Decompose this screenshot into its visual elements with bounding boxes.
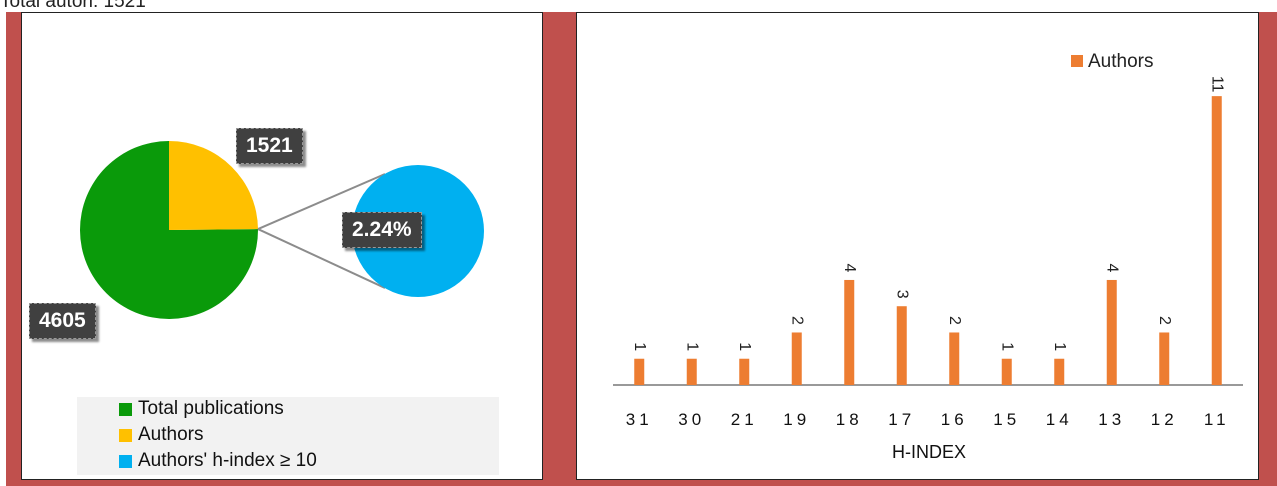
legend-swatch-yellow xyxy=(119,428,132,442)
bar-h-index-18 xyxy=(844,279,855,385)
data-label-h-index-15: 1 xyxy=(998,342,1015,351)
x-tick-label-16: 16 xyxy=(941,410,968,429)
data-label-h-index-14: 1 xyxy=(1051,342,1068,351)
bar-h-index-13 xyxy=(1106,279,1117,385)
legend-label-total-publications: Total publications xyxy=(138,398,284,419)
legend-item-total-publications: Total publications xyxy=(119,397,284,421)
x-tick-label-12: 12 xyxy=(1151,410,1178,429)
data-label-h-index-18: 4 xyxy=(841,264,858,273)
legend-item-authors: Authors xyxy=(119,423,203,447)
bar-h-index-19 xyxy=(791,332,802,385)
bar-h-index-30 xyxy=(686,358,697,385)
pie-slice-total-publications xyxy=(80,141,258,320)
data-label-h-index-12: 2 xyxy=(1156,316,1173,325)
data-label-h-index-11: 11 xyxy=(1208,76,1225,93)
data-label-h-index-13: 4 xyxy=(1103,264,1120,273)
connector-line-bottom xyxy=(257,228,386,289)
bar-h-index-21 xyxy=(739,358,750,385)
legend-item-h-index: Authors' h-index ≥ 10 xyxy=(119,449,317,473)
legend-label-h-index: Authors' h-index ≥ 10 xyxy=(138,450,317,471)
data-label-h-index-31: 1 xyxy=(631,342,648,351)
legend-label-authors-series: Authors xyxy=(1088,51,1153,72)
x-tick-label-21: 21 xyxy=(731,410,758,429)
data-label-total: 4605 xyxy=(29,303,96,339)
x-tick-label-15: 15 xyxy=(993,410,1020,429)
bar-h-index-31 xyxy=(634,358,645,385)
bar-chart-panel: Authors H-INDEX 1 31 1 30 1 21 2 19 4 18 3 17 2 16 1 15… xyxy=(576,12,1259,480)
pie-chart-panel: 1521 2.24% 4605 Total publications Autho… xyxy=(21,12,543,480)
x-tick-label-17: 17 xyxy=(888,410,915,429)
pie-legend xyxy=(77,397,499,475)
data-label-h-index-17: 3 xyxy=(893,290,910,299)
page-caption: Total autori: 1521 xyxy=(0,0,146,12)
legend-swatch-green xyxy=(119,402,132,416)
bar-h-index-14 xyxy=(1054,358,1065,385)
bar-h-index-16 xyxy=(949,332,960,385)
pie-slice-authors xyxy=(169,141,258,230)
legend-label-authors: Authors xyxy=(138,424,204,445)
bar-h-index-17 xyxy=(896,306,907,385)
data-label-secondary: 2.24% xyxy=(342,212,422,248)
data-label-h-index-16: 2 xyxy=(946,316,963,325)
bar-h-index-11 xyxy=(1211,96,1222,385)
x-tick-label-31: 31 xyxy=(626,410,653,429)
x-axis-title: H-INDEX xyxy=(892,442,966,462)
connector-line-top xyxy=(257,173,386,230)
bar-h-index-15 xyxy=(1001,358,1012,385)
data-label-h-index-30: 1 xyxy=(683,342,700,351)
data-label-h-index-21: 1 xyxy=(736,342,753,351)
legend-swatch-authors xyxy=(1071,55,1083,67)
x-tick-label-14: 14 xyxy=(1046,410,1073,429)
data-label-authors: 1521 xyxy=(236,128,303,164)
data-label-h-index-19: 2 xyxy=(788,316,805,325)
bar-chart-svg: Authors H-INDEX 131130121219418317216115… xyxy=(613,51,1243,462)
legend-swatch-blue xyxy=(119,454,132,468)
bar-h-index-12 xyxy=(1159,332,1170,385)
x-tick-label-13: 13 xyxy=(1098,410,1125,429)
x-tick-label-30: 30 xyxy=(678,410,705,429)
x-tick-label-18: 18 xyxy=(836,410,863,429)
x-tick-label-19: 19 xyxy=(783,410,810,429)
x-tick-label-11: 11 xyxy=(1204,410,1230,429)
